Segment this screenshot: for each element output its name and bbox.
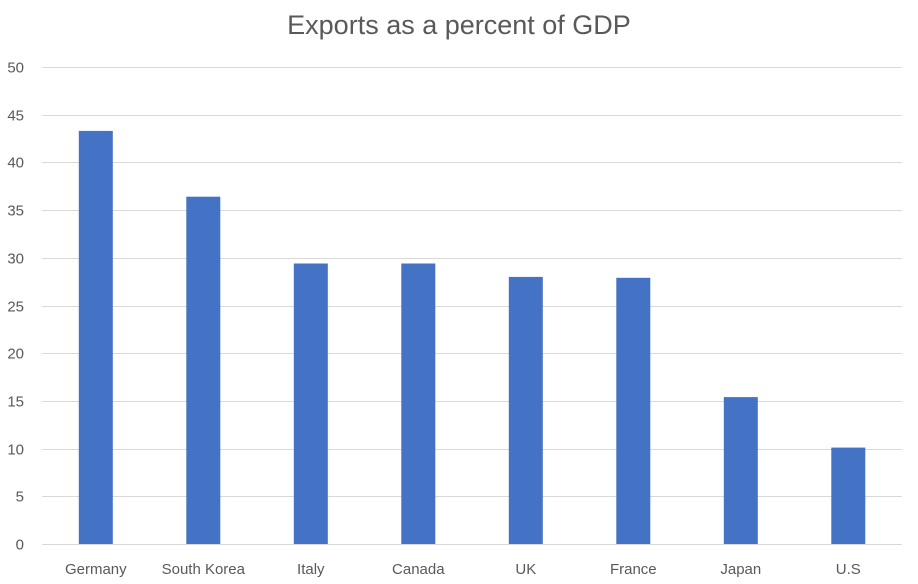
y-tick-label-5: 5 [16,489,24,506]
x-tick-label-france: France [610,561,657,578]
y-tick-label-45: 45 [7,108,24,125]
y-tick-label-40: 40 [7,155,24,172]
chart: Exports as a percent of GDP 0 5 10 15 20 25 30… [0,0,918,584]
bar-uk [509,277,543,544]
gridlines [42,68,902,545]
y-tick-label-0: 0 [16,537,24,554]
y-tick-label-10: 10 [7,442,24,459]
x-tick-label-u-s: U.S [836,561,861,578]
x-tick-label-canada: Canada [392,561,445,578]
x-tick-label-uk: UK [515,561,536,578]
bar-italy [294,264,328,545]
bar-germany [79,131,113,544]
y-tick-label-25: 25 [7,299,24,316]
y-tick-label-20: 20 [7,346,24,363]
bar-canada [401,264,435,545]
bars [79,131,866,544]
x-tick-label-south-korea: South Korea [162,561,246,578]
y-tick-label-50: 50 [7,60,24,77]
x-axis-labels: Germany South Korea Italy Canada UK France Jap… [65,561,861,578]
bar-u-s [831,448,865,544]
x-tick-label-germany: Germany [65,561,127,578]
bar-south-korea [186,197,220,544]
x-tick-label-japan: Japan [720,561,761,578]
y-tick-label-35: 35 [7,203,24,220]
x-tick-label-italy: Italy [297,561,325,578]
y-tick-label-15: 15 [7,394,24,411]
plot-area: 0 5 10 15 20 25 30 35 40 45 50 Germany South Korea I… [0,0,918,584]
y-tick-label-30: 30 [7,251,24,268]
y-axis-ticks: 0 5 10 15 20 25 30 35 40 45 50 [7,60,24,554]
bar-france [616,278,650,544]
bar-japan [724,397,758,544]
